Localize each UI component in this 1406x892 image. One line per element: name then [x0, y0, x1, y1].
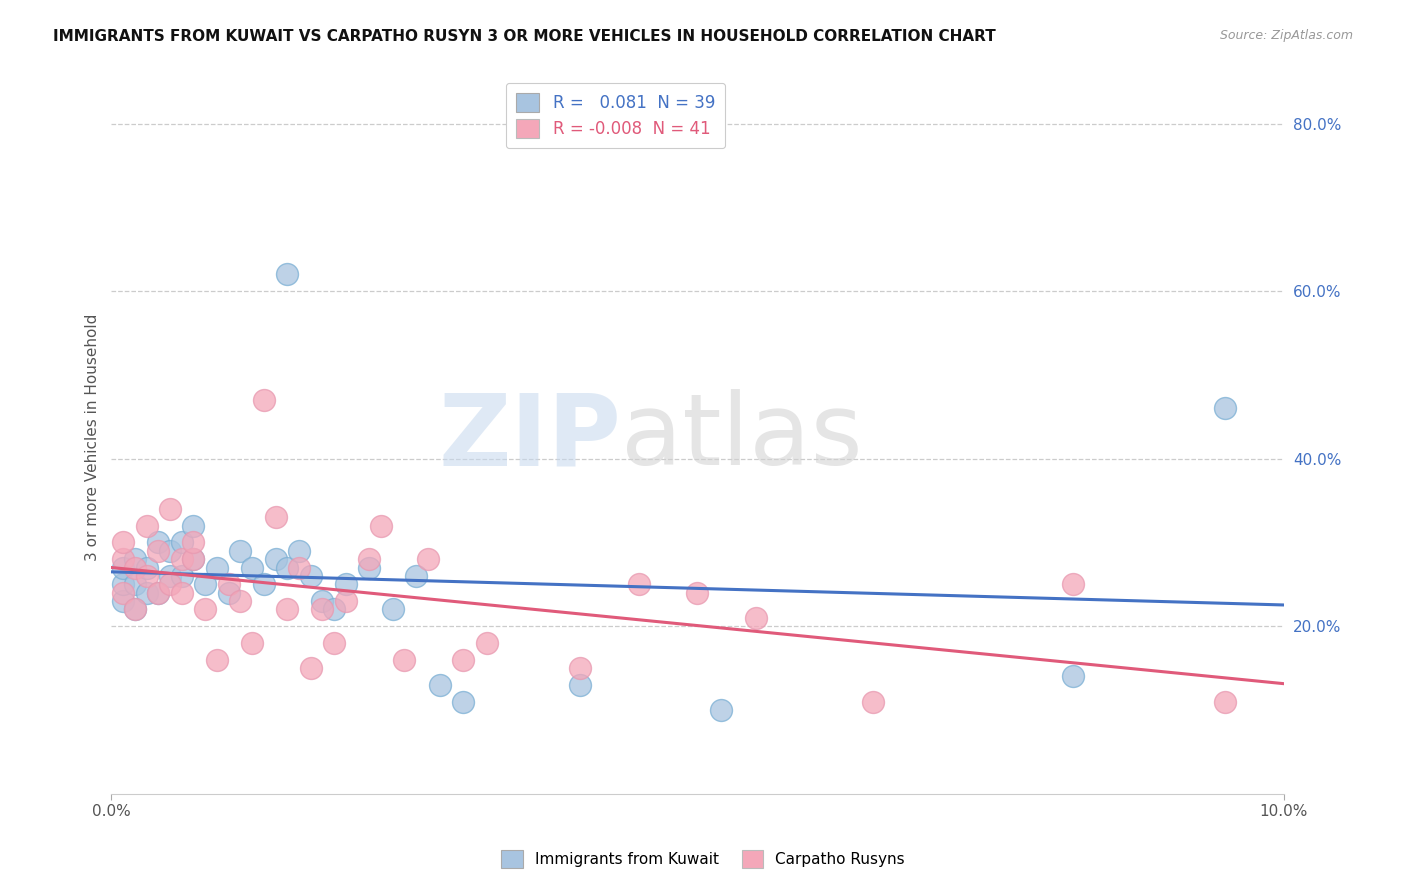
Point [112, 594, 135, 608]
Point [124, 602, 146, 616]
Point [112, 585, 135, 599]
Point [148, 585, 170, 599]
Point [381, 602, 404, 616]
Point [264, 552, 287, 566]
Point [1062, 577, 1084, 591]
Point [569, 678, 592, 692]
Point [1062, 669, 1084, 683]
Point [686, 585, 709, 599]
Point [627, 577, 650, 591]
Point [359, 552, 381, 566]
Point [335, 577, 357, 591]
Point [475, 636, 498, 650]
Point [183, 535, 205, 549]
Point [112, 535, 135, 549]
Point [135, 585, 157, 599]
Point [183, 518, 205, 533]
Point [148, 585, 170, 599]
Text: IMMIGRANTS FROM KUWAIT VS CARPATHO RUSYN 3 OR MORE VEHICLES IN HOUSEHOLD CORRELA: IMMIGRANTS FROM KUWAIT VS CARPATHO RUSYN… [53, 29, 997, 45]
Point [862, 694, 884, 708]
Point [394, 653, 416, 667]
Point [323, 636, 346, 650]
Point [183, 552, 205, 566]
Point [124, 552, 146, 566]
Point [264, 510, 287, 524]
Point [276, 602, 298, 616]
Point [451, 653, 474, 667]
Point [229, 543, 252, 558]
Point [194, 602, 217, 616]
Point [1213, 694, 1236, 708]
Point [170, 569, 193, 583]
Point [451, 694, 474, 708]
Point [429, 678, 451, 692]
Text: Source: ZipAtlas.com: Source: ZipAtlas.com [1219, 29, 1353, 43]
Point [148, 535, 170, 549]
Point [124, 602, 146, 616]
Point [370, 518, 392, 533]
Point [299, 569, 322, 583]
Point [135, 518, 157, 533]
Point [240, 636, 263, 650]
Point [159, 577, 181, 591]
Point [335, 594, 357, 608]
Point [405, 569, 427, 583]
Point [710, 703, 733, 717]
Point [229, 594, 252, 608]
Point [159, 543, 181, 558]
Point [205, 653, 228, 667]
Point [240, 560, 263, 574]
Point [170, 585, 193, 599]
Text: atlas: atlas [621, 389, 863, 486]
Point [745, 611, 768, 625]
Point [124, 560, 146, 574]
Legend: Immigrants from Kuwait, Carpatho Rusyns: Immigrants from Kuwait, Carpatho Rusyns [495, 844, 911, 873]
Point [112, 560, 135, 574]
Point [311, 602, 333, 616]
Text: ZIP: ZIP [439, 389, 621, 486]
Point [135, 560, 157, 574]
Legend: R =   0.081  N = 39, R = -0.008  N = 41: R = 0.081 N = 39, R = -0.008 N = 41 [506, 83, 725, 148]
Point [205, 560, 228, 574]
Point [276, 268, 298, 282]
Point [170, 552, 193, 566]
Point [112, 552, 135, 566]
Point [148, 543, 170, 558]
Point [135, 569, 157, 583]
Point [218, 585, 240, 599]
Point [311, 594, 333, 608]
Point [288, 543, 311, 558]
Point [416, 552, 439, 566]
Point [323, 602, 346, 616]
Point [569, 661, 592, 675]
Point [299, 661, 322, 675]
Y-axis label: 3 or more Vehicles in Household: 3 or more Vehicles in Household [86, 314, 100, 561]
Point [183, 552, 205, 566]
Point [124, 577, 146, 591]
Point [170, 535, 193, 549]
Point [194, 577, 217, 591]
Point [218, 577, 240, 591]
Point [112, 577, 135, 591]
Point [253, 393, 276, 408]
Point [159, 502, 181, 516]
Point [359, 560, 381, 574]
Point [276, 560, 298, 574]
Point [159, 569, 181, 583]
Point [253, 577, 276, 591]
Point [1213, 401, 1236, 416]
Point [288, 560, 311, 574]
